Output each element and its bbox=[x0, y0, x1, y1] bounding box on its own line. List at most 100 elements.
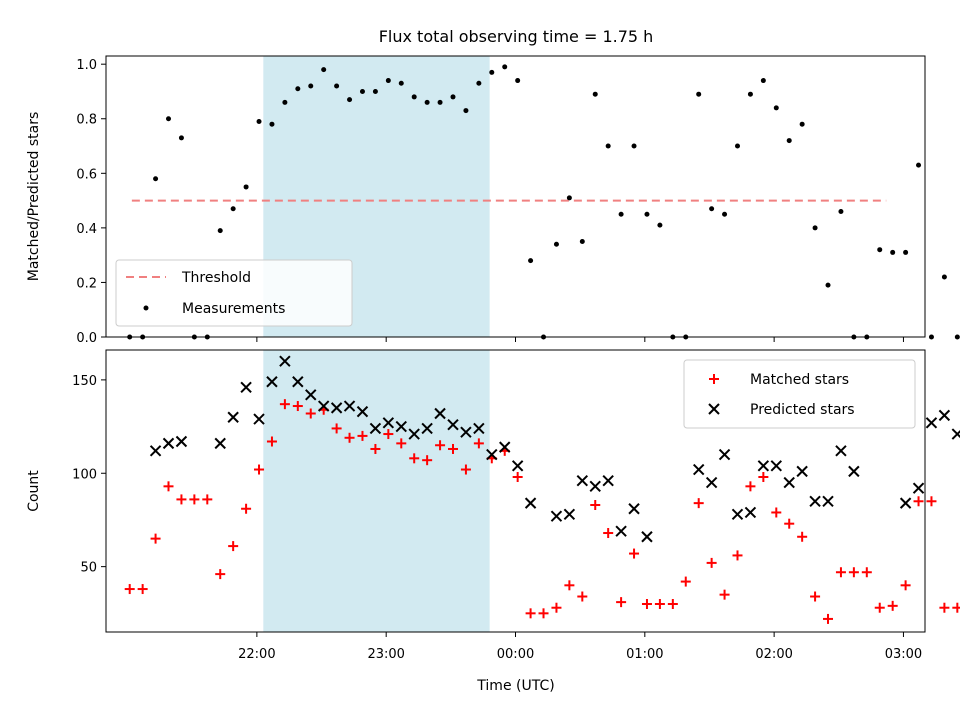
matched-star-point bbox=[344, 432, 355, 443]
matched-star-point bbox=[551, 602, 562, 613]
bottom-y-axis-label: Count bbox=[26, 470, 42, 512]
legend-measurements-swatch bbox=[143, 305, 149, 311]
matched-star-point bbox=[564, 580, 575, 591]
predicted-star-point bbox=[589, 480, 601, 493]
matched-star-point bbox=[512, 471, 523, 482]
observing-window-band bbox=[263, 350, 490, 632]
measurement-point bbox=[217, 228, 223, 234]
predicted-star-point bbox=[796, 465, 808, 478]
matched-star-point bbox=[422, 455, 433, 466]
measurement-point bbox=[631, 143, 637, 149]
predicted-star-point bbox=[292, 376, 304, 388]
matched-star-point bbox=[616, 597, 627, 608]
predicted-star-point bbox=[266, 376, 278, 388]
predicted-star-point bbox=[460, 426, 472, 438]
matched-star-point bbox=[900, 580, 911, 591]
measurement-point bbox=[928, 334, 934, 340]
measurement-point bbox=[243, 184, 249, 190]
predicted-star-point bbox=[757, 460, 770, 472]
top-y-axis-label: Matched/Predicted stars bbox=[26, 112, 42, 282]
predicted-star-point bbox=[951, 428, 960, 440]
predicted-star-point bbox=[835, 445, 847, 457]
x-axis-ticks-bottom: 22:00 23:00 00:00 01:00 02:00 03:00 bbox=[238, 632, 922, 662]
y-tick-label: 0.0 bbox=[76, 331, 97, 346]
y-tick-label: 0.4 bbox=[76, 222, 97, 237]
measurement-point bbox=[553, 241, 559, 247]
measurement-point bbox=[398, 80, 404, 86]
legend-matched-label: Matched stars bbox=[750, 372, 849, 388]
x-tick-label: 01:00 bbox=[626, 647, 663, 662]
predicted-star-point bbox=[499, 441, 511, 453]
matched-star-point bbox=[241, 503, 252, 514]
predicted-star-point bbox=[718, 448, 731, 461]
matched-star-point bbox=[603, 528, 614, 539]
legend-measurements-label: Measurements bbox=[182, 301, 285, 317]
predicted-star-point bbox=[848, 465, 860, 478]
measurement-point bbox=[372, 88, 378, 94]
measurement-point bbox=[877, 247, 883, 253]
matched-star-point bbox=[254, 464, 265, 475]
predicted-star-point bbox=[692, 463, 705, 476]
measurement-point bbox=[722, 211, 728, 217]
predicted-star-point bbox=[511, 460, 524, 472]
matched-star-point bbox=[215, 569, 226, 580]
x-tick-label: 22:00 bbox=[238, 647, 275, 662]
matched-star-point bbox=[629, 548, 640, 559]
measurement-point bbox=[321, 67, 327, 73]
measurement-point bbox=[411, 94, 417, 100]
measurement-point bbox=[941, 274, 947, 280]
measurement-point bbox=[812, 225, 818, 231]
measurement-point bbox=[476, 80, 482, 86]
matched-star-point bbox=[292, 401, 303, 412]
measurement-point bbox=[437, 99, 443, 105]
predicted-star-point bbox=[628, 503, 640, 515]
measurement-point bbox=[359, 88, 365, 94]
predicted-star-point bbox=[214, 437, 226, 450]
top-legend: Threshold Measurements bbox=[115, 259, 353, 327]
predicted-star-point bbox=[317, 400, 330, 412]
predicted-star-point bbox=[576, 475, 589, 487]
matched-star-point bbox=[693, 498, 704, 509]
top-legend-box bbox=[115, 259, 353, 327]
measurement-point bbox=[450, 94, 456, 100]
x-tick-label: 02:00 bbox=[755, 647, 792, 662]
predicted-star-point bbox=[783, 476, 795, 489]
predicted-star-point bbox=[524, 497, 537, 509]
y-axis-ticks-bottom: 50 100 150 bbox=[72, 374, 106, 576]
predicted-star-point bbox=[434, 407, 446, 420]
measurement-point bbox=[256, 118, 262, 124]
predicted-star-point bbox=[408, 428, 420, 440]
matched-star-point bbox=[706, 557, 717, 568]
matched-star-point bbox=[667, 598, 678, 609]
predicted-star-point bbox=[938, 409, 951, 422]
matched-star-point bbox=[305, 408, 316, 419]
predicted-star-point bbox=[899, 497, 912, 509]
matched-star-point bbox=[590, 500, 601, 511]
predicted-star-point bbox=[369, 422, 382, 435]
measurement-point bbox=[644, 211, 650, 217]
measurement-point bbox=[153, 176, 159, 182]
measurement-point bbox=[282, 99, 288, 105]
matched-star-point bbox=[719, 589, 730, 600]
chart-title: Flux total observing time = 1.75 h bbox=[379, 27, 654, 46]
ratio-panel: 0.0 0.2 0.4 0.6 0.8 1.0 Matched/Predicted sta… bbox=[26, 55, 960, 346]
measurement-point bbox=[178, 135, 184, 141]
matched-star-point bbox=[435, 440, 446, 451]
predicted-star-point bbox=[162, 437, 175, 450]
x-tick-label: 00:00 bbox=[497, 647, 534, 662]
predicted-star-points bbox=[149, 355, 960, 543]
matched-star-point bbox=[447, 443, 458, 454]
matched-star-point bbox=[835, 567, 846, 578]
matched-star-point bbox=[137, 584, 148, 595]
predicted-star-point bbox=[395, 420, 407, 433]
measurement-point bbox=[424, 99, 430, 105]
matched-star-points bbox=[124, 399, 960, 624]
legend-predicted-swatch bbox=[708, 403, 720, 415]
predicted-star-point bbox=[473, 422, 485, 435]
measurement-point bbox=[385, 78, 391, 84]
measurement-point bbox=[903, 249, 909, 255]
measurement-point bbox=[166, 116, 172, 122]
matched-star-point bbox=[758, 471, 769, 482]
predicted-star-point bbox=[744, 506, 757, 519]
